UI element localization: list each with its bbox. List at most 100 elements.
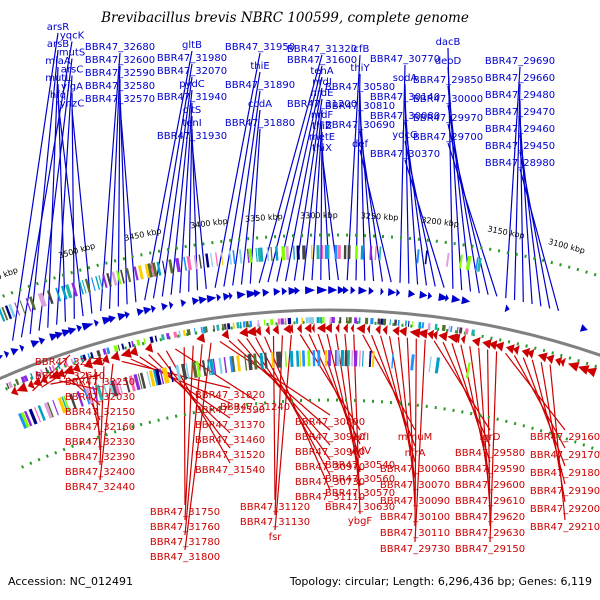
reverse-gene-arrow [392,326,400,336]
reverse-leader-line [94,368,101,451]
forward-gene-arrow [19,344,25,353]
feature-stripe [257,247,263,262]
feature-stripe [163,367,170,384]
feature-stripe [19,300,26,314]
forward-gene-label: mutS [59,48,85,59]
reverse-gene-label: BBR47_29180 [530,468,600,479]
feature-stripe [416,249,420,264]
forward-leader-line [404,140,436,287]
forward-gene-label: BBR47_31320 [287,44,357,55]
forward-gene-label: BBR47_29690 [485,56,555,67]
reverse-gene-arrow [585,367,597,378]
reverse-gene-label: BBR47_29150 [455,544,525,555]
feature-stripe [70,358,74,365]
feature-stripe [87,353,91,360]
reverse-gene-arrow [120,348,132,358]
forward-gene-label: def [352,139,369,150]
reverse-leader-line [549,364,566,521]
reverse-gene-arrow [21,382,28,392]
feature-stripe [152,369,159,386]
reverse-gene-label: BBR47_29580 [455,448,525,459]
reverse-leader-line [130,358,231,404]
forward-gene-arrow [368,286,374,295]
feature-stripe [397,319,400,326]
genome-title: Brevibacillus brevis NBRC 100599, comple… [100,10,469,26]
forward-gene-arrow [108,315,116,323]
reverse-gene-arrow [567,362,580,372]
feature-stripe [81,279,87,294]
reverse-gene-arrow [311,323,315,334]
feature-stripe [136,339,141,346]
reverse-gene-arrow [83,359,94,369]
forward-gene-arrow [61,329,72,337]
reverse-leader-line [442,341,491,447]
feature-stripe [212,358,217,375]
forward-gene-arrow [358,286,368,295]
feature-stripe [57,397,67,414]
reverse-gene-label: BBR47_30630 [325,502,395,513]
reverse-gene-label: BBR47_32250 [65,377,135,388]
genome-summary-text: Topology: circular; Length: 6,296,436 bp… [289,575,592,588]
reverse-gene-arrow [488,340,498,351]
forward-gene-arrow [168,301,174,310]
reverse-leader-line [414,339,426,543]
forward-leader-line [404,121,427,286]
feature-stripe [113,379,121,396]
reverse-gene-arrow [560,357,566,368]
forward-leader-line [179,102,193,294]
forward-gene-arrow [38,337,46,345]
feature-stripe [232,250,236,265]
feature-stripe [293,245,295,260]
feature-stripe [285,245,290,261]
feature-stripe [360,245,365,260]
reverse-gene-arrow [11,386,19,396]
forward-gene-label: deoD [435,56,462,67]
reverse-gene-label: BBR47_30560 [325,474,395,485]
reverse-gene-label: BBR47_29200 [530,504,600,515]
reverse-gene-arrow [144,342,154,353]
forward-gene-label: yjgA [61,82,83,93]
forward-gene-label: BBR47_31880 [225,118,295,129]
feature-stripe [185,363,190,380]
feature-stripe [301,350,306,367]
reverse-gene-label: BBR47_29210 [530,522,600,533]
feature-stripe [394,319,398,326]
feature-stripe [14,302,21,316]
forward-leader-line [505,66,521,299]
forward-leader-line [29,49,59,334]
reverse-gene-arrow [382,325,388,335]
forward-gene-arrow [223,292,231,301]
feature-stripe [236,322,240,329]
forward-leader-line [100,52,121,312]
reverse-gene-label: BBR47_29730 [380,544,450,555]
feature-stripe [113,345,119,352]
feature-stripe [229,356,234,373]
feature-stripe [186,256,192,271]
feature-stripe [84,278,91,293]
forward-gene-arrow [161,302,168,311]
feature-stripe [278,351,282,368]
reverse-gene-arrow [40,374,49,384]
feature-stripe [368,350,372,368]
reverse-gene-arrow [555,356,563,367]
feature-stripe [20,411,30,428]
kbp-tick-label: 3150 kbp [487,224,526,240]
feature-stripe [44,367,49,374]
feature-stripe [205,253,210,268]
feature-stripe [43,402,53,419]
forward-gene-arrow [150,305,156,313]
feature-stripe [458,254,463,269]
reverse-gene-label: yvfV [349,446,371,457]
reverse-gene-arrow [265,325,270,336]
feature-stripe [63,395,71,412]
feature-stripe [48,366,53,373]
reverse-gene-label: BBR47_32330 [65,437,135,448]
forward-leader-line [302,109,323,281]
reverse-gene-label: fsr [269,532,283,543]
forward-gene-label: nrdE [311,88,334,99]
forward-gene-label: BBR47_29850 [413,75,483,86]
feature-stripe [76,391,84,407]
forward-gene-arrow [294,286,300,295]
feature-stripe [275,246,279,261]
